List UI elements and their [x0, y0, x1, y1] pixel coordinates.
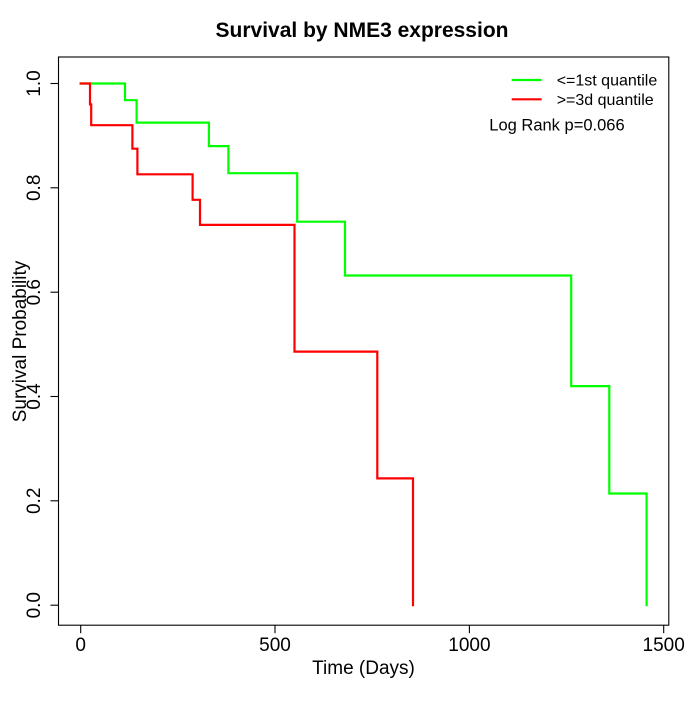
plot-border	[57, 56, 670, 626]
x-axis-title: Time (Days)	[312, 658, 415, 679]
chart-title: Survival by NME3 expression	[216, 19, 509, 42]
y-tick-label: 0.6	[24, 279, 45, 305]
x-tick-label: 1000	[448, 635, 490, 656]
legend-label-red: >=3d quantile	[557, 92, 654, 109]
x-tick-label: 500	[259, 635, 291, 656]
y-tick-label: 0.4	[24, 383, 45, 410]
legend-label-green: <=1st quantile	[557, 73, 658, 90]
y-tick-label: 0.0	[24, 592, 45, 618]
y-tick-label: 0.8	[24, 175, 45, 201]
y-tick-label: 0.2	[24, 488, 45, 514]
survival-curve-red	[79, 82, 415, 607]
x-tick-label: 1500	[643, 635, 685, 656]
axis-ticks: 0 500 1000 1500 0.0 0.2 0.4 0.6 0.8 1.0	[24, 70, 685, 656]
legend: <=1st quantile >=3d quantile Log Rank p=…	[489, 73, 657, 135]
y-axis-title: Survival Probability	[10, 260, 31, 422]
survival-curves	[79, 82, 648, 607]
y-tick-label: 1.0	[24, 70, 45, 96]
survival-curve-green	[79, 82, 648, 607]
log-rank-annotation: Log Rank p=0.066	[489, 117, 624, 135]
x-tick-label: 0	[75, 635, 86, 656]
